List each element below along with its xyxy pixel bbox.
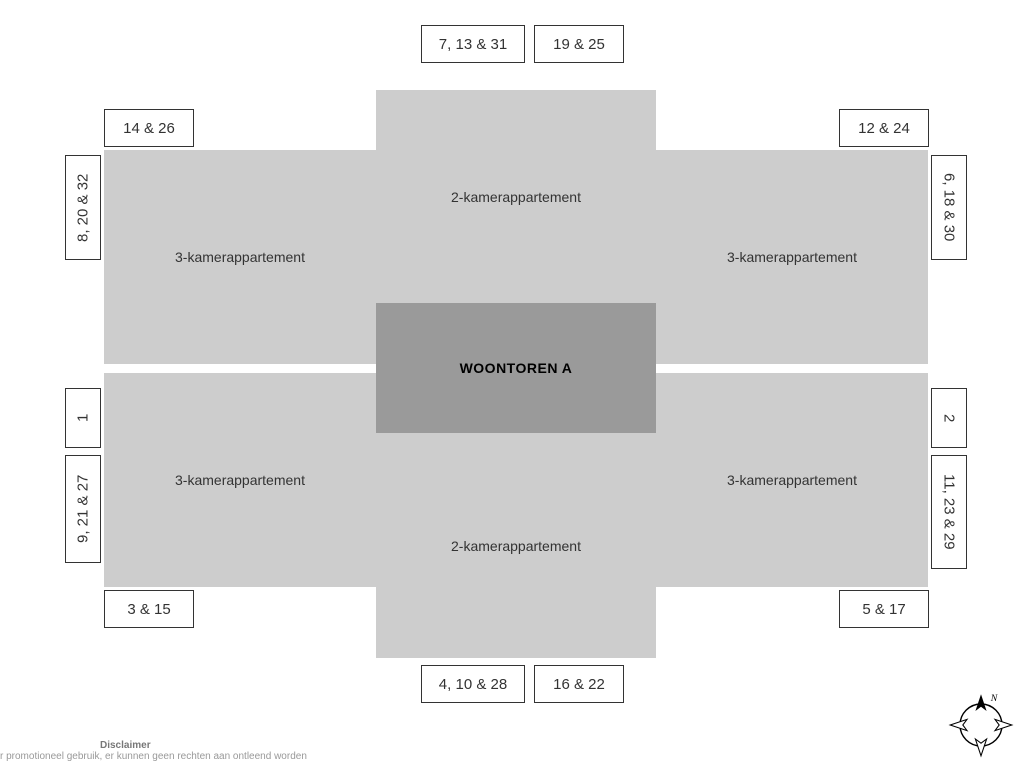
apt-top: 2-kamerappartement	[376, 90, 656, 303]
tag-4: 12 & 24	[839, 109, 929, 147]
compass-icon: N	[946, 690, 1016, 760]
tag-text: 19 & 25	[553, 36, 605, 53]
tag-2: 19 & 25	[534, 25, 624, 63]
apt-label: 3-kamerappartement	[175, 249, 305, 265]
tag-text: 6, 18 & 30	[941, 173, 958, 241]
apt-bottom: 2-kamerappartement	[376, 433, 656, 658]
tag-text: 8, 20 & 32	[75, 173, 92, 241]
apt-label: 3-kamerappartement	[175, 472, 305, 488]
apt-label: 2-kamerappartement	[451, 538, 581, 554]
core-label: WOONTOREN A	[460, 360, 573, 376]
apt-label: 2-kamerappartement	[451, 189, 581, 205]
apt-bottomleft: 3-kamerappartement	[104, 373, 376, 587]
tag-9: 9, 21 & 27	[65, 455, 101, 563]
tag-1: 7, 13 & 31	[421, 25, 525, 63]
disclaimer-title: Disclaimer	[100, 740, 307, 751]
tag-text: 16 & 22	[553, 676, 605, 693]
tag-text: 12 & 24	[858, 120, 910, 137]
tag-5: 8, 20 & 32	[65, 155, 101, 260]
tag-text: 5 & 17	[862, 601, 905, 618]
apt-topleft: 3-kamerappartement	[104, 150, 376, 364]
core-block: WOONTOREN A	[376, 303, 656, 433]
tag-7: 1	[65, 388, 101, 448]
tag-text: 11, 23 & 29	[941, 474, 958, 550]
tag-text: 7, 13 & 31	[439, 36, 507, 53]
tag-text: 4, 10 & 28	[439, 676, 507, 693]
tag-text: 2	[941, 414, 958, 422]
disclaimer-text: r promotioneel gebruik, er kunnen geen r…	[0, 751, 307, 762]
tag-10: 11, 23 & 29	[931, 455, 967, 569]
tag-6: 6, 18 & 30	[931, 155, 967, 260]
tag-3: 14 & 26	[104, 109, 194, 147]
tag-11: 3 & 15	[104, 590, 194, 628]
apt-topright: 3-kamerappartement	[656, 150, 928, 364]
apt-label: 3-kamerappartement	[727, 249, 857, 265]
disclaimer: Disclaimer r promotioneel gebruik, er ku…	[0, 740, 307, 762]
apt-bottomright: 3-kamerappartement	[656, 373, 928, 587]
tag-14: 16 & 22	[534, 665, 624, 703]
tag-text: 1	[75, 414, 92, 422]
tag-13: 4, 10 & 28	[421, 665, 525, 703]
apt-label: 3-kamerappartement	[727, 472, 857, 488]
tag-text: 3 & 15	[127, 601, 170, 618]
tag-12: 5 & 17	[839, 590, 929, 628]
compass-letter: N	[990, 693, 998, 704]
tag-8: 2	[931, 388, 967, 448]
tag-text: 9, 21 & 27	[75, 475, 92, 543]
tag-text: 14 & 26	[123, 120, 175, 137]
